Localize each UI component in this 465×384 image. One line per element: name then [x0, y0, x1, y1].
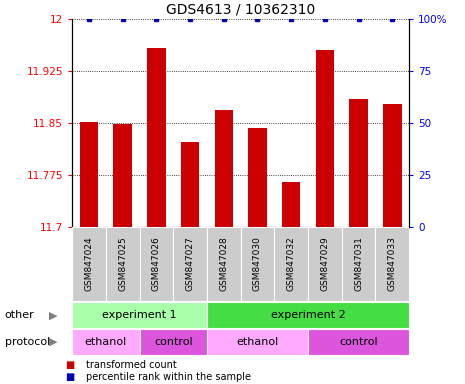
Text: GSM847032: GSM847032 [287, 237, 296, 291]
Text: GSM847030: GSM847030 [253, 237, 262, 291]
Bar [80, 122, 98, 227]
Bar [207, 227, 241, 301]
Text: other: other [5, 310, 34, 320]
Bar [376, 227, 409, 301]
Bar [140, 227, 173, 301]
Text: GSM847027: GSM847027 [186, 237, 194, 291]
Bar [181, 142, 199, 227]
Text: ethanol: ethanol [85, 337, 127, 347]
Bar [248, 128, 267, 227]
Text: transformed count: transformed count [86, 360, 177, 370]
Bar [140, 329, 207, 355]
Text: ethanol: ethanol [236, 337, 279, 347]
Bar [383, 104, 402, 227]
Bar [308, 329, 409, 355]
Text: control: control [339, 337, 378, 347]
Text: ■: ■ [65, 360, 74, 370]
Text: GSM847024: GSM847024 [85, 237, 93, 291]
Bar [72, 302, 207, 328]
Text: GSM847025: GSM847025 [118, 237, 127, 291]
Bar [316, 50, 334, 227]
Bar [106, 227, 140, 301]
Bar [113, 124, 132, 227]
Text: GSM847033: GSM847033 [388, 237, 397, 291]
Text: GSM847028: GSM847028 [219, 237, 228, 291]
Text: ■: ■ [65, 372, 74, 382]
Text: GSM847026: GSM847026 [152, 237, 161, 291]
Bar [214, 111, 233, 227]
Title: GDS4613 / 10362310: GDS4613 / 10362310 [166, 3, 315, 17]
Bar [207, 329, 308, 355]
Text: protocol: protocol [5, 337, 50, 347]
Text: ▶: ▶ [49, 310, 58, 320]
Bar [173, 227, 207, 301]
Text: experiment 2: experiment 2 [271, 310, 345, 320]
Bar [282, 182, 300, 227]
Text: GSM847029: GSM847029 [320, 237, 329, 291]
Bar [72, 329, 140, 355]
Text: experiment 1: experiment 1 [102, 310, 177, 320]
Bar [147, 48, 166, 227]
Bar [342, 227, 376, 301]
Bar [241, 227, 274, 301]
Text: percentile rank within the sample: percentile rank within the sample [86, 372, 251, 382]
Text: GSM847031: GSM847031 [354, 237, 363, 291]
Bar [207, 302, 409, 328]
Bar [349, 99, 368, 227]
Bar [72, 227, 106, 301]
Bar [308, 227, 342, 301]
Text: ▶: ▶ [49, 337, 58, 347]
Bar [274, 227, 308, 301]
Text: control: control [154, 337, 193, 347]
